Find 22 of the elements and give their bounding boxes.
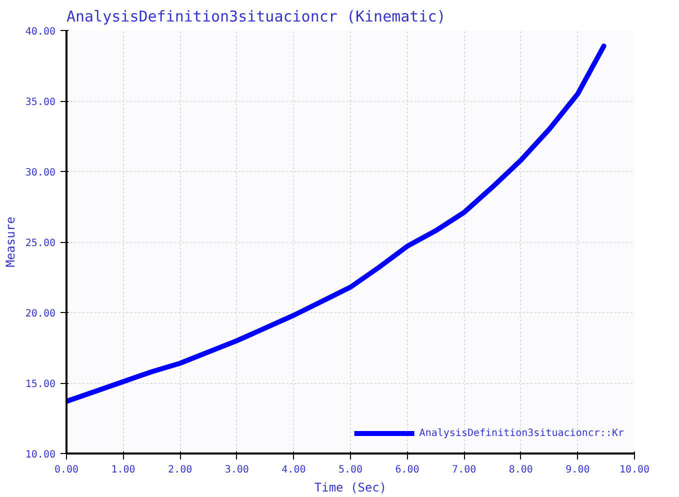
y-tick-label: 30.00 — [25, 168, 56, 178]
x-tick-label: 3.00 — [224, 464, 249, 476]
y-axis-title: Measure — [3, 216, 18, 268]
y-tick-label: 10.00 — [25, 450, 56, 460]
x-tick-label: 9.00 — [566, 464, 590, 476]
x-tick-label: 0.00 — [54, 464, 79, 476]
x-tick-label: 6.00 — [395, 464, 420, 476]
y-tick-label: 20.00 — [25, 308, 56, 320]
y-tick-label: 40.00 — [25, 26, 56, 38]
x-tick-label: 2.00 — [168, 464, 192, 476]
x-tick-label: 1.00 — [111, 464, 136, 476]
y-tick-label: 35.00 — [25, 97, 56, 108]
x-tick-label: 10.00 — [619, 464, 650, 476]
x-tick-label: 5.00 — [338, 464, 363, 476]
x-tick-label: 7.00 — [452, 464, 476, 476]
y-tick-label: 25.00 — [25, 238, 56, 249]
chart-title: AnalysisDefinition3situacioncr (Kinematic) — [66, 8, 446, 26]
text: AnalysisDefinition3situacioncr::Kr — [419, 428, 624, 438]
x-axis-title: Time (Sec) — [314, 480, 387, 494]
x-tick-label: 4.00 — [282, 464, 306, 476]
x-tick-label: 8.00 — [508, 464, 533, 476]
y-tick-label: 15.00 — [25, 379, 56, 390]
